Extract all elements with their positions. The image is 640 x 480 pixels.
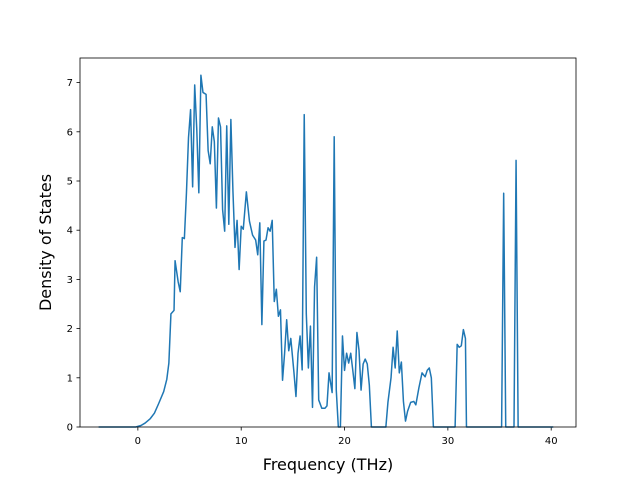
dos-series-line — [98, 74, 554, 428]
x-axis-label: Frequency (THz) — [263, 455, 393, 474]
y-axis-label: Density of States — [36, 174, 55, 311]
y-tick-label: 7 — [67, 78, 73, 89]
y-tick-label: 0 — [67, 423, 73, 434]
x-tick-label: 0 — [135, 436, 141, 447]
y-tick-label: 1 — [67, 373, 73, 384]
y-tick-label: 5 — [67, 177, 73, 188]
plot-area — [80, 58, 576, 427]
x-tick-label: 40 — [545, 436, 558, 447]
plot-frame — [79, 57, 577, 428]
y-tick-label: 4 — [67, 226, 73, 237]
y-tick-label: 3 — [67, 275, 73, 286]
x-tick-label: 10 — [235, 436, 248, 447]
y-tick-label: 6 — [67, 127, 73, 138]
ticks-group: 0 10 20 30 40 0 1 2 3 4 5 6 7 — [67, 78, 558, 447]
y-tick-label: 2 — [67, 324, 73, 335]
x-tick-label: 30 — [441, 436, 454, 447]
x-tick-label: 20 — [338, 436, 351, 447]
